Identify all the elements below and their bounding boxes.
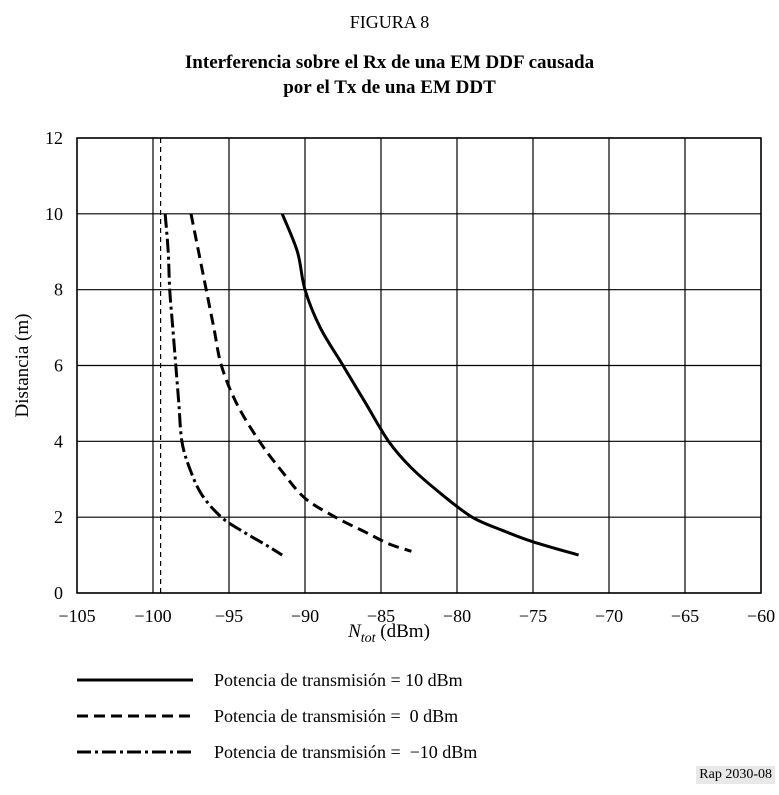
plot-frame xyxy=(76,137,762,594)
y-tick-label-5: 10 xyxy=(45,204,63,224)
legend-label-minus10dbm: Potencia de transmisión = −10 dBm xyxy=(214,742,478,762)
x-tick-label-7: −70 xyxy=(595,606,623,626)
y-tick-labels: 0 2 4 6 8 10 12 xyxy=(45,128,63,603)
legend-swatch-dash xyxy=(77,714,193,718)
y-tick-label-1: 2 xyxy=(54,507,63,527)
series-group xyxy=(163,213,580,557)
legend-item-10dbm: Potencia de transmisión = 10 dBm xyxy=(75,670,675,690)
x-tick-label-8: −65 xyxy=(671,606,699,626)
source-tag: Rap 2030-08 xyxy=(696,766,775,784)
grid xyxy=(76,137,762,594)
x-tick-label-4: −85 xyxy=(367,606,395,626)
y-tick-label-4: 8 xyxy=(54,280,63,300)
x-tick-label-5: −80 xyxy=(443,606,471,626)
x-tick-label-6: −75 xyxy=(519,606,547,626)
y-tick-label-0: 0 xyxy=(54,583,63,603)
chart-title-line-2: por el Tx de una EM DDT xyxy=(283,77,496,98)
x-axis-label-main: N xyxy=(347,621,362,642)
legend-swatch-solid xyxy=(77,678,193,682)
x-axis-label-subscript: tot xyxy=(361,631,377,646)
x-axis-label-unit: (dBm) xyxy=(376,621,430,642)
legend-item-minus10dbm: Potencia de transmisión = −10 dBm xyxy=(75,742,675,762)
chart-title: Interferencia sobre el Rx de una EM DDF … xyxy=(0,50,779,100)
x-tick-label-1: −100 xyxy=(134,606,171,626)
legend-label-0dbm: Potencia de transmisión = 0 dBm xyxy=(214,706,459,726)
legend-swatch-dashdot xyxy=(77,750,193,754)
y-tick-label-6: 12 xyxy=(45,128,63,148)
x-tick-label-3: −90 xyxy=(291,606,319,626)
figure-label: FIGURA 8 xyxy=(349,12,430,32)
x-tick-label-0: −105 xyxy=(58,606,95,626)
legend-item-0dbm: Potencia de transmisión = 0 dBm xyxy=(75,706,675,726)
x-tick-label-9: −60 xyxy=(747,606,775,626)
x-tick-label-2: −95 xyxy=(215,606,243,626)
y-axis-label: Distancia (m) xyxy=(12,314,33,418)
x-axis-label: Ntot (dBm) xyxy=(347,621,430,646)
legend-label-10dbm: Potencia de transmisión = 10 dBm xyxy=(214,670,463,690)
series-line-2 xyxy=(163,213,283,557)
series-line-0 xyxy=(280,213,580,557)
chart-title-line-1: Interferencia sobre el Rx de una EM DDF … xyxy=(184,52,595,73)
x-tick-labels: −105 −100 −95 −90 −85 −80 −75 −70 −65 −60 xyxy=(58,606,775,626)
y-tick-label-2: 4 xyxy=(54,431,63,451)
y-tick-label-3: 6 xyxy=(54,356,63,376)
series-line-1 xyxy=(189,213,412,553)
